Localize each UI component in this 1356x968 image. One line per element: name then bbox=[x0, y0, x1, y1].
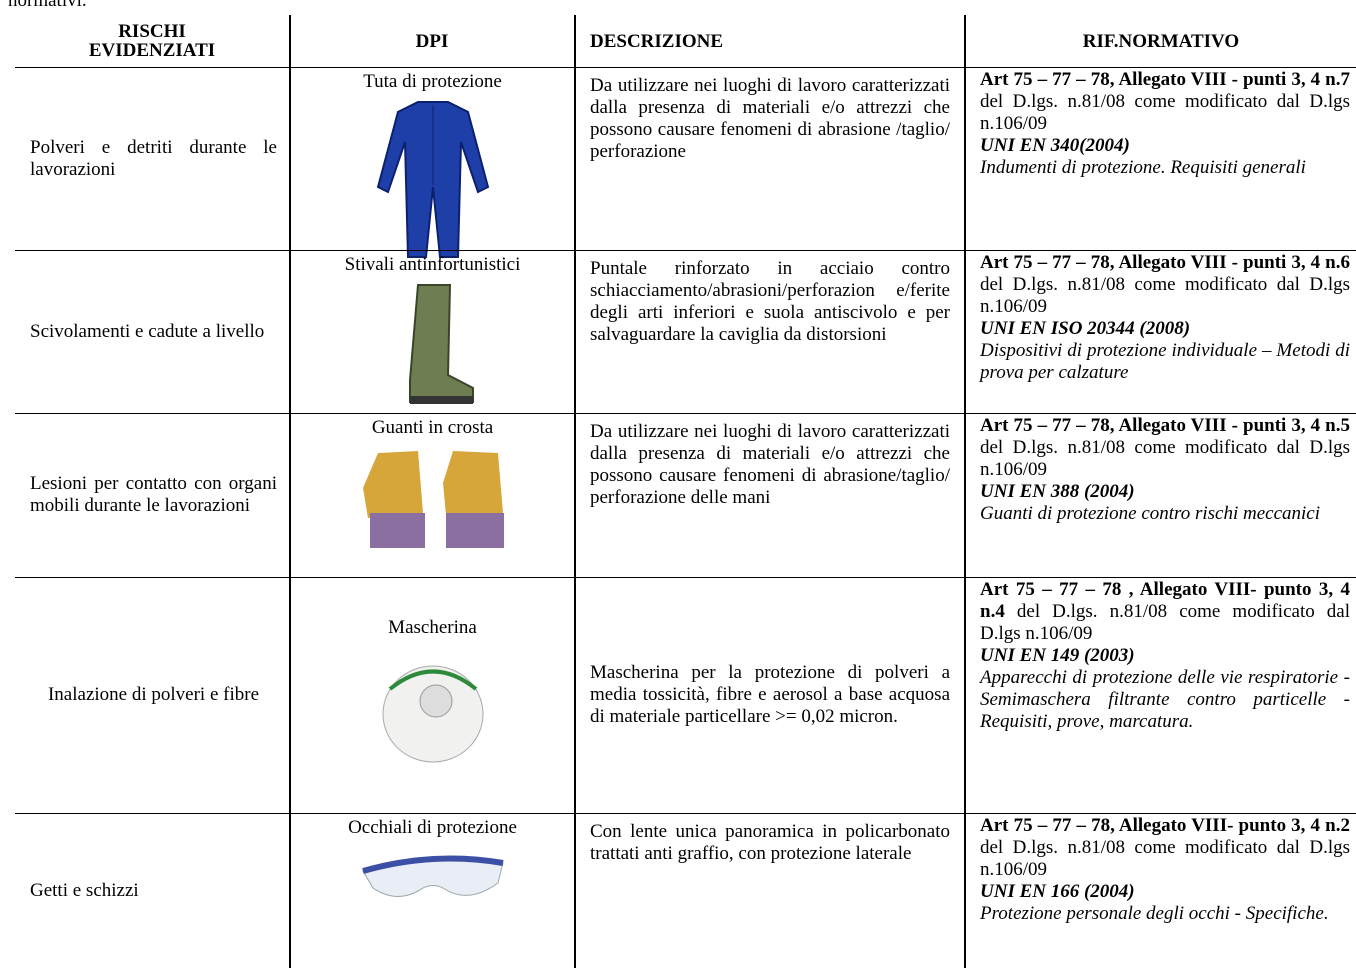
image-shape bbox=[382, 665, 483, 763]
risk-cell: Polveri e detriti durante le lavorazioni bbox=[15, 67, 289, 250]
dpi-image bbox=[358, 443, 508, 559]
norm-title: Apparecchi di protezione delle vie respi… bbox=[980, 667, 1350, 732]
dpi-name: Occhiali di protezione bbox=[348, 817, 517, 838]
norm-title: Dispositivi di protezione individuale – … bbox=[980, 340, 1350, 383]
norm-cell: Art 75 – 77 – 78 , Allegato VIII- punto … bbox=[966, 577, 1356, 813]
row-rule bbox=[15, 577, 1356, 578]
risk-cell: Lesioni per contatto con organi mobili d… bbox=[15, 413, 289, 577]
dpi-cell: Stivali antinfortunistici bbox=[291, 250, 574, 413]
header-cell: DPI bbox=[415, 30, 449, 52]
risk-text: Scivolamenti e cadute a livello bbox=[30, 320, 265, 342]
dpi-cell: Occhiali di protezione bbox=[291, 813, 574, 968]
risk-text: Getti e schizzi bbox=[30, 879, 139, 901]
image-shape bbox=[388, 669, 477, 691]
image-shape bbox=[361, 855, 504, 874]
dpi-name: Guanti in crosta bbox=[371, 417, 494, 438]
dpi-image bbox=[373, 97, 493, 268]
column-rule bbox=[574, 15, 576, 968]
image-shape bbox=[445, 513, 504, 548]
norm-reference: del D.lgs. n.81/08 come modificato dal D… bbox=[980, 437, 1350, 480]
norm-standard: UNI EN 340(2004) bbox=[980, 135, 1130, 156]
image-shape bbox=[419, 684, 452, 718]
norm-reference: del D.lgs. n.81/08 come modificato dal D… bbox=[980, 601, 1350, 644]
norm-article: Art 75 – 77 – 78, Allegato VIII- punto 3… bbox=[980, 815, 1350, 836]
description-cell: Da utilizzare nei luoghi di lavoro carat… bbox=[576, 67, 964, 250]
dpi-name: Stivali antinfortunistici bbox=[344, 254, 521, 275]
row-rule bbox=[15, 250, 1356, 251]
dpi-image bbox=[358, 843, 508, 919]
image-shape bbox=[442, 451, 503, 515]
norm-reference: del D.lgs. n.81/08 come modificato dal D… bbox=[980, 274, 1350, 317]
norm-article: Art 75 – 77 – 78, Allegato VIII - punti … bbox=[980, 252, 1350, 273]
dpi-name: Tuta di protezione bbox=[363, 71, 502, 92]
norm-title: Protezione personale degli occhi - Speci… bbox=[980, 903, 1329, 924]
dpi-cell: Guanti in crosta bbox=[291, 413, 574, 577]
norm-reference: del D.lgs. n.81/08 come modificato dal D… bbox=[980, 837, 1350, 880]
dpi-name: Mascherina bbox=[388, 617, 477, 638]
description-cell: Puntale rinforzato in acciaio contro sch… bbox=[576, 250, 964, 413]
norm-cell: Art 75 – 77 – 78, Allegato VIII - punti … bbox=[966, 250, 1356, 413]
norm-reference: del D.lgs. n.81/08 come modificato dal D… bbox=[980, 91, 1350, 134]
norm-standard: UNI EN 149 (2003) bbox=[980, 645, 1135, 666]
risk-text: Lesioni per contatto con organi mobili d… bbox=[30, 473, 277, 516]
image-shape bbox=[362, 451, 504, 548]
description-text: Puntale rinforzato in acciaio contro sch… bbox=[590, 258, 950, 345]
image-shape bbox=[409, 396, 473, 404]
header-cell: RIF.NORMATIVO bbox=[1082, 30, 1240, 52]
norm-article: Art 75 – 77 – 78, Allegato VIII - punti … bbox=[980, 69, 1350, 90]
image-shape bbox=[362, 451, 423, 518]
dpi-cell: Tuta di protezione bbox=[291, 67, 574, 258]
intro-text: normativi. bbox=[8, 0, 87, 11]
norm-article: Art 75 – 77 – 78 , Allegato VIII- punto … bbox=[980, 579, 1350, 622]
image-shape bbox=[361, 855, 504, 897]
risk-text: Inalazione di polveri e fibre bbox=[47, 684, 259, 705]
image-shape bbox=[408, 284, 474, 404]
description-text: Mascherina per la protezione di polveri … bbox=[590, 662, 950, 727]
norm-title: Guanti di protezione contro rischi mecca… bbox=[980, 503, 1321, 524]
image-shape bbox=[376, 101, 489, 258]
image-shape bbox=[408, 284, 474, 403]
description-cell: Mascherina per la protezione di polveri … bbox=[576, 577, 964, 813]
description-text: Da utilizzare nei luoghi di lavoro carat… bbox=[590, 75, 950, 162]
norm-article: Art 75 – 77 – 78, Allegato VIII - punti … bbox=[980, 415, 1350, 436]
norm-cell: Art 75 – 77 – 78, Allegato VIII- punto 3… bbox=[966, 813, 1356, 968]
column-rule bbox=[964, 15, 966, 968]
risk-cell: Getti e schizzi bbox=[15, 813, 289, 968]
image-shape bbox=[369, 513, 425, 548]
risk-cell: Inalazione di polveri e fibre bbox=[15, 577, 289, 813]
norm-standard: UNI EN 166 (2004) bbox=[980, 881, 1135, 902]
dpi-image bbox=[378, 659, 488, 775]
norm-cell: Art 75 – 77 – 78, Allegato VIII - punti … bbox=[966, 67, 1356, 250]
norm-standard: UNI EN ISO 20344 (2008) bbox=[980, 318, 1191, 339]
header-cell: RISCHI EVIDENZIATI bbox=[88, 21, 216, 61]
dpi-image bbox=[388, 280, 478, 416]
row-rule bbox=[15, 413, 1356, 414]
description-cell: Con lente unica panoramica in policarbon… bbox=[576, 813, 964, 968]
description-cell: Da utilizzare nei luoghi di lavoro carat… bbox=[576, 413, 964, 577]
row-rule bbox=[15, 813, 1356, 814]
risk-cell: Scivolamenti e cadute a livello bbox=[15, 250, 289, 413]
header-cell: DESCRIZIONE bbox=[590, 30, 724, 52]
description-text: Con lente unica panoramica in policarbon… bbox=[590, 821, 950, 864]
dpi-cell: Mascherina bbox=[291, 577, 574, 813]
norm-title: Indumenti di protezione. Requisiti gener… bbox=[980, 157, 1306, 178]
row-rule bbox=[15, 67, 1356, 68]
norm-cell: Art 75 – 77 – 78, Allegato VIII - punti … bbox=[966, 413, 1356, 577]
description-text: Da utilizzare nei luoghi di lavoro carat… bbox=[590, 421, 950, 508]
risk-text: Polveri e detriti durante le lavorazioni bbox=[30, 136, 277, 180]
column-rule bbox=[289, 15, 291, 968]
norm-standard: UNI EN 388 (2004) bbox=[980, 481, 1135, 502]
